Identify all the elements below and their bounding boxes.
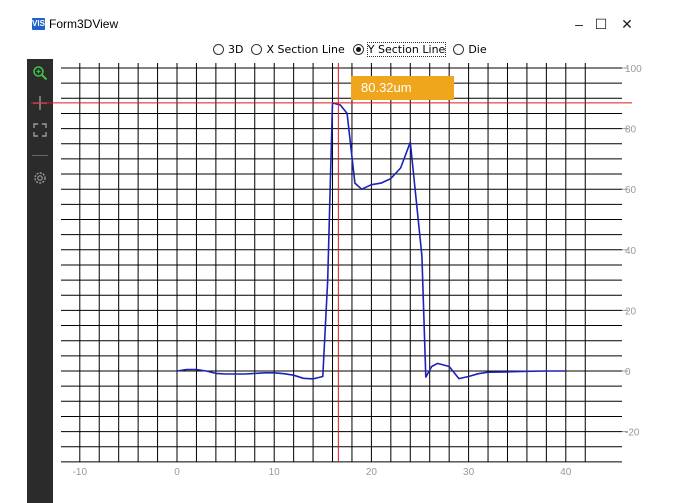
- zoom-icon[interactable]: [31, 64, 49, 82]
- close-button[interactable]: ✕: [621, 15, 633, 32]
- side-toolbar: [27, 59, 53, 503]
- settings-icon[interactable]: [31, 169, 49, 187]
- y-tick-label: 20: [625, 306, 637, 317]
- radio-x-section-line-label[interactable]: X Section Line: [266, 42, 345, 56]
- title-bar[interactable]: VIS Form3DView – ☐ ✕: [0, 0, 684, 36]
- y-tick-label: 40: [625, 246, 637, 257]
- radio-die[interactable]: Die: [453, 42, 487, 56]
- fit-view-icon[interactable]: [31, 121, 49, 139]
- x-tick-label: 30: [463, 467, 475, 478]
- maximize-button[interactable]: ☐: [594, 15, 608, 32]
- minimize-button[interactable]: –: [575, 16, 583, 32]
- x-tick-label: 20: [366, 467, 378, 478]
- radio-die-circle[interactable]: [453, 43, 465, 55]
- y-tick-label: 100: [625, 64, 642, 75]
- toolbar-separator: [32, 155, 48, 156]
- radio-x-section-line-circle[interactable]: [251, 43, 263, 55]
- app-logo-icon: VIS: [32, 18, 45, 30]
- x-tick-label: 40: [560, 467, 572, 478]
- radio-3d[interactable]: 3D: [213, 43, 243, 56]
- radio-y-section-line-label[interactable]: Y Section Line: [366, 41, 447, 57]
- series-line-0: [176, 102, 566, 380]
- y-tick-label: 0: [625, 367, 631, 378]
- x-tick-label: 10: [269, 467, 281, 478]
- radio-3d-label[interactable]: 3D: [228, 42, 244, 56]
- cursor-value-readout: 80.32um: [351, 76, 454, 100]
- window-title: Form3DView: [49, 17, 119, 31]
- x-tick-label: 0: [174, 467, 180, 478]
- view-mode-radio-group: 3D X Section Line Y Section Line Die: [213, 41, 495, 57]
- radio-x-section-line[interactable]: X Section Line: [251, 42, 345, 56]
- radio-y-section-line-circle[interactable]: [352, 43, 364, 55]
- x-tick-label: -10: [73, 467, 88, 478]
- y-tick-label: 80: [625, 125, 637, 136]
- y-tick-label: -20: [625, 428, 640, 439]
- radio-3d-circle[interactable]: [213, 43, 224, 55]
- radio-y-section-line[interactable]: Y Section Line: [352, 41, 447, 57]
- radio-die-label[interactable]: Die: [468, 42, 487, 56]
- y-tick-label: 60: [625, 185, 637, 196]
